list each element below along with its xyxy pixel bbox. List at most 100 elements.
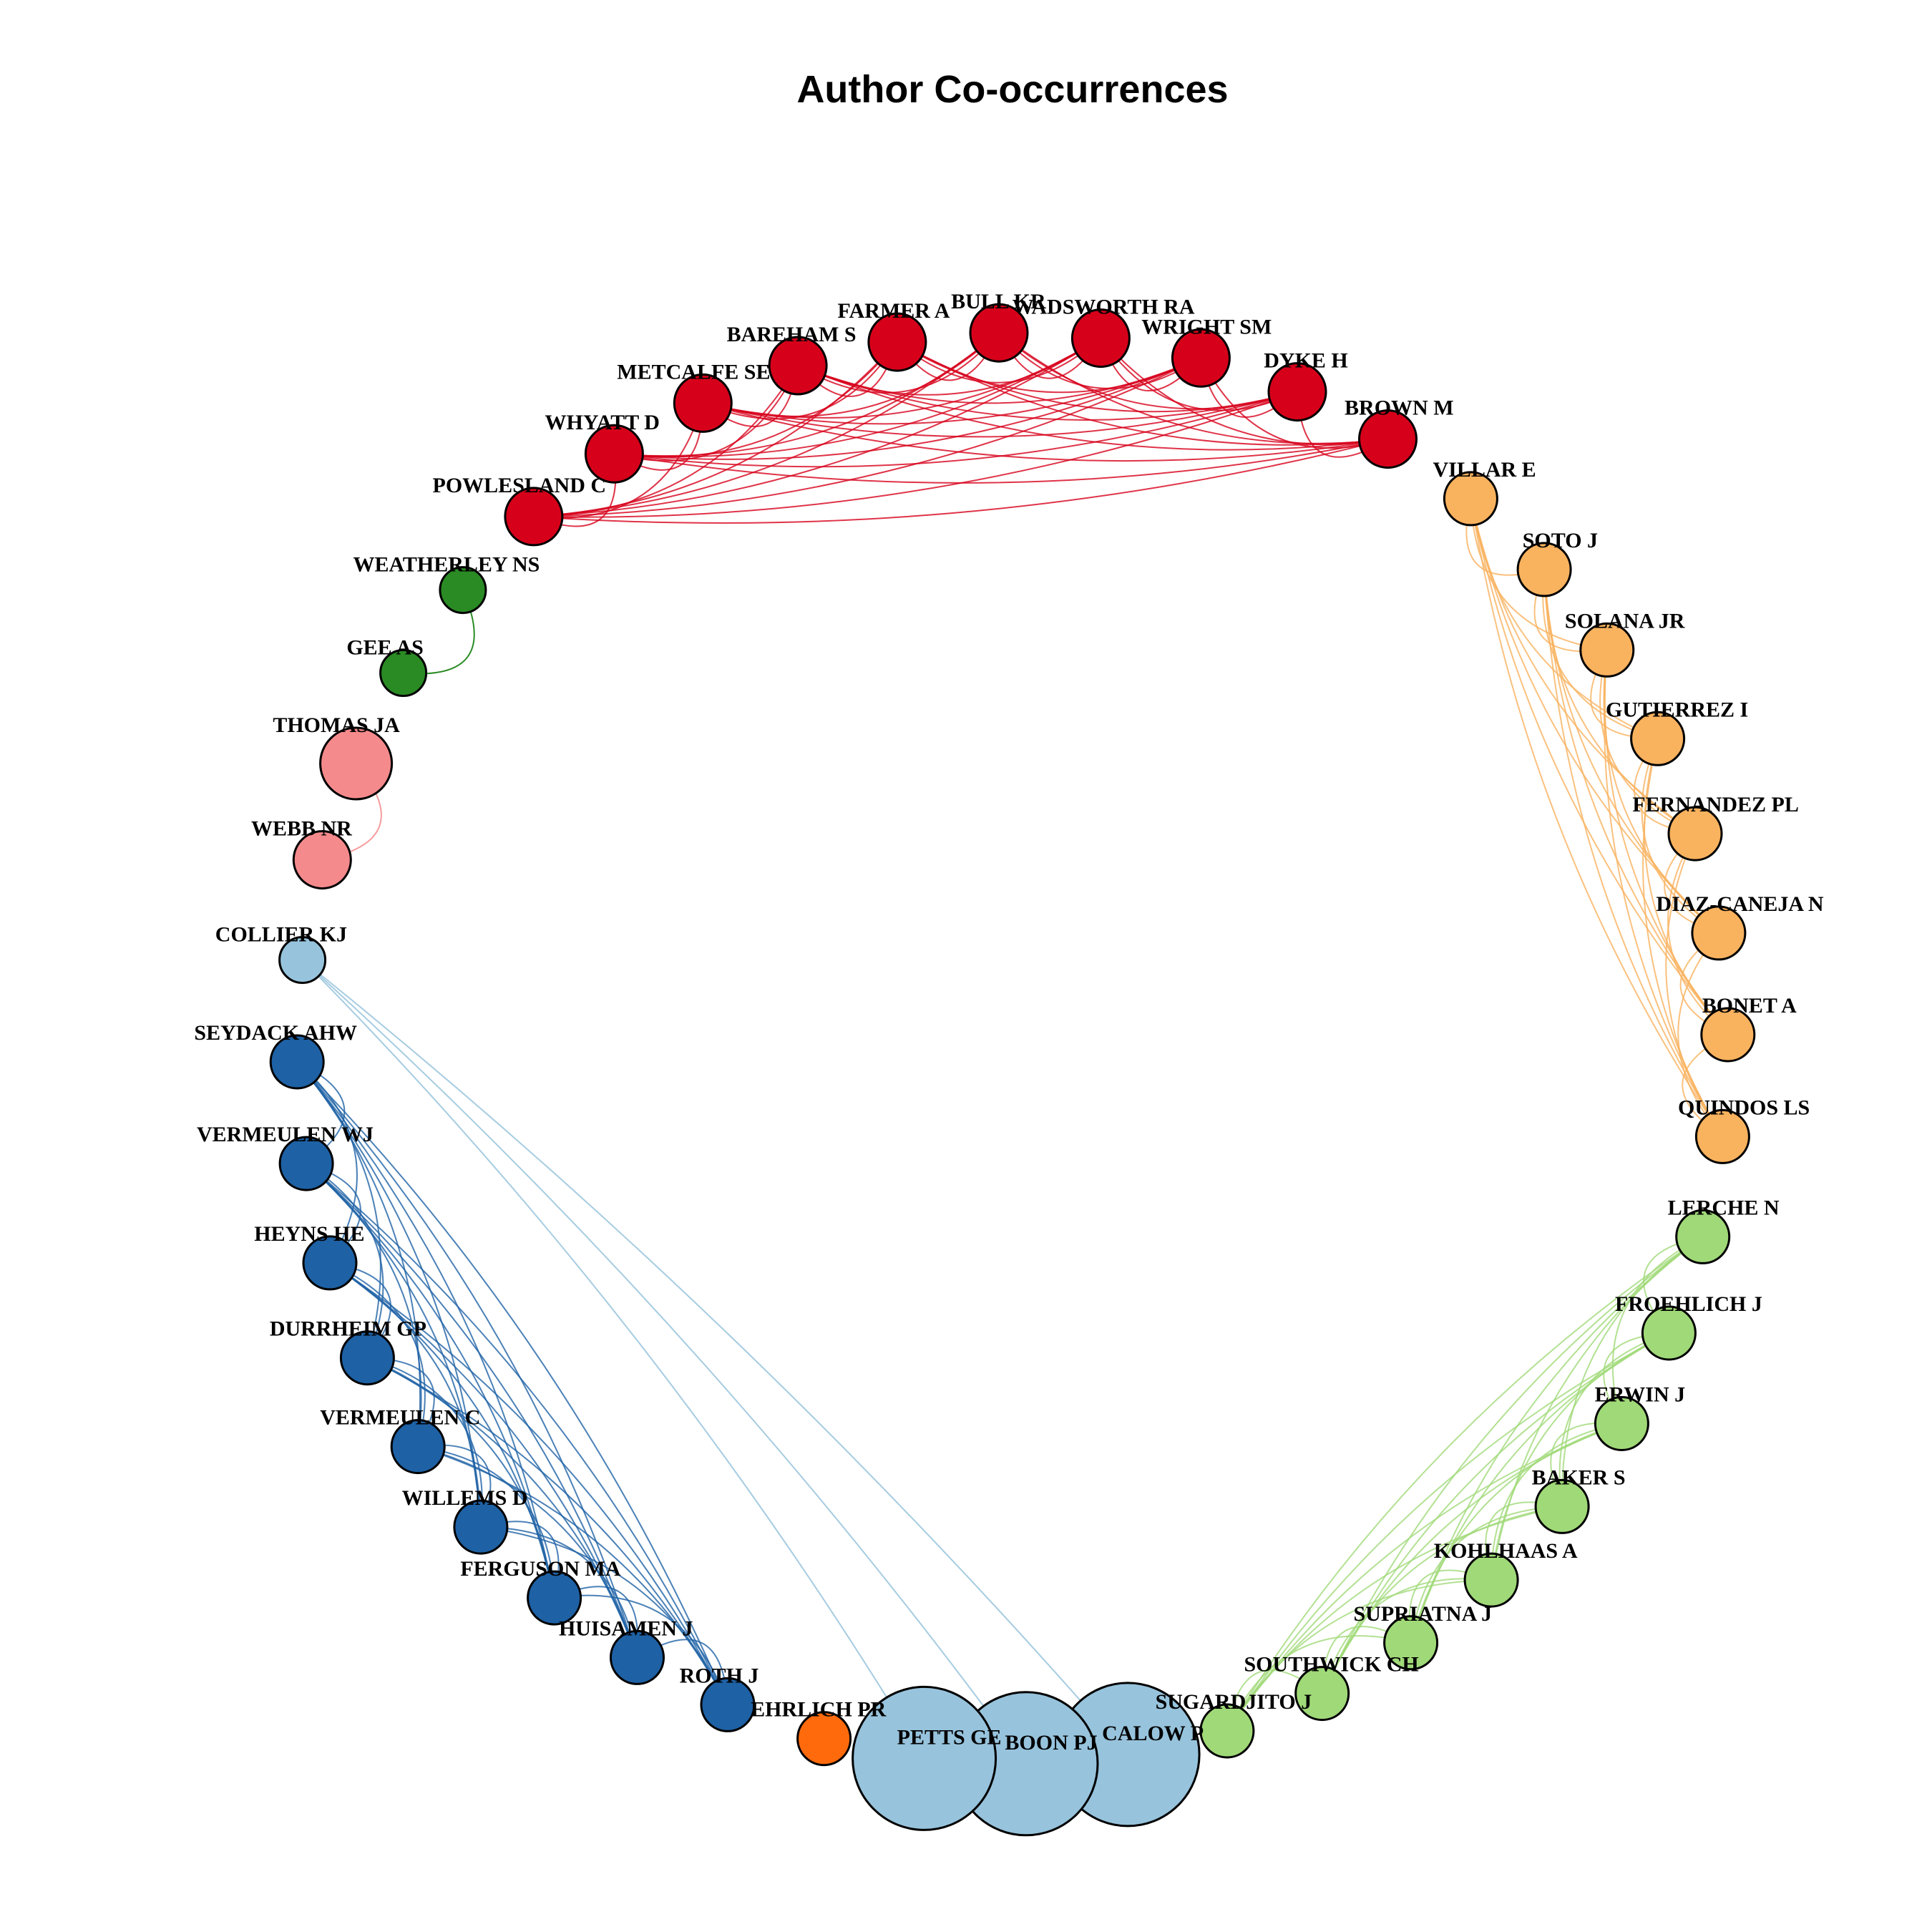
edge-durrheim-gp-to-vermeulen-wj bbox=[306, 1163, 384, 1359]
nodes-layer bbox=[269, 303, 1756, 1837]
node-brown-m[interactable] bbox=[1358, 409, 1418, 469]
edge-villar-e-to-bonet-a bbox=[1470, 498, 1729, 1035]
node-label-roth-j: ROTH J bbox=[680, 1664, 759, 1687]
node-label-kohlhaas-a: KOHLHAAS A bbox=[1434, 1539, 1578, 1563]
edge-metcalfe-se-to-brown-m bbox=[703, 402, 1388, 462]
node-ehrlich-pr[interactable] bbox=[796, 1711, 852, 1767]
node-petts-ge[interactable] bbox=[852, 1685, 997, 1831]
node-southwick-ch[interactable] bbox=[1294, 1666, 1350, 1722]
node-vermeulen-wj[interactable] bbox=[278, 1136, 334, 1191]
edge-huisamen-j-to-seydack-ahw bbox=[296, 1061, 638, 1658]
node-vermeulen-c[interactable] bbox=[390, 1419, 446, 1475]
node-durrheim-gp[interactable] bbox=[339, 1330, 395, 1386]
node-kohlhaas-a[interactable] bbox=[1463, 1552, 1519, 1608]
node-gutierrez-i[interactable] bbox=[1630, 711, 1686, 766]
labels-layer: POWLESLAND C WHYATT D METCALFE SE BAREHAM S… bbox=[194, 290, 1823, 1755]
edge-ferguson-ma-to-heyns-he bbox=[329, 1262, 555, 1599]
node-label-gutierrez-i: GUTIERREZ I bbox=[1606, 698, 1748, 721]
node-label-huisamen-j: HUISAMEN J bbox=[559, 1616, 693, 1640]
edge-baker-s-to-sugardjito-j bbox=[1226, 1506, 1563, 1732]
node-erwin-j[interactable] bbox=[1594, 1396, 1649, 1451]
node-roth-j[interactable] bbox=[700, 1677, 756, 1732]
node-froehlich-j[interactable] bbox=[1641, 1305, 1697, 1361]
edge-lerche-n-to-erwin-j bbox=[1611, 1236, 1704, 1424]
node-label-quindos-ls: QUINDOS LS bbox=[1678, 1096, 1810, 1119]
edge-diaz-caneja-n-to-quindos-ls bbox=[1677, 932, 1724, 1138]
edge-huisamen-j-to-willems-d bbox=[480, 1526, 638, 1658]
edge-vermeulen-c-to-heyns-he bbox=[329, 1262, 426, 1447]
node-label-diaz-caneja-n: DIAZ-CANEJA N bbox=[1656, 892, 1824, 916]
node-quindos-ls[interactable] bbox=[1694, 1108, 1750, 1164]
node-label-dyke-h: DYKE H bbox=[1264, 349, 1348, 373]
node-label-lerche-n: LERCHE N bbox=[1668, 1196, 1780, 1219]
node-label-bull-kr: BULL KR bbox=[951, 290, 1046, 313]
node-label-vermeulen-wj: VERMEULEN WJ bbox=[197, 1123, 374, 1146]
node-label-weatherley-ns: WEATHERLEY NS bbox=[353, 553, 540, 577]
node-willems-d[interactable] bbox=[453, 1499, 509, 1555]
node-heyns-he[interactable] bbox=[302, 1235, 358, 1291]
edge-farmer-a-to-wadsworth-ra bbox=[897, 337, 1102, 384]
node-collier-kj[interactable] bbox=[278, 936, 327, 985]
node-lerche-n[interactable] bbox=[1675, 1209, 1731, 1264]
node-label-fernandez-pl: FERNANDEZ PL bbox=[1632, 793, 1799, 816]
edge-gutierrez-i-to-bonet-a bbox=[1644, 738, 1729, 1035]
node-ferguson-ma[interactable] bbox=[527, 1570, 582, 1626]
edge-lerche-n-to-kohlhaas-a bbox=[1491, 1236, 1704, 1581]
node-label-bareham-s: BAREHAM S bbox=[727, 323, 857, 346]
node-solana-jr[interactable] bbox=[1579, 622, 1635, 678]
node-bonet-a[interactable] bbox=[1700, 1007, 1756, 1063]
node-label-wright-sm: WRIGHT SM bbox=[1141, 315, 1272, 338]
node-fernandez-pl[interactable] bbox=[1667, 806, 1723, 862]
node-whyatt-d[interactable] bbox=[584, 424, 644, 484]
node-farmer-a[interactable] bbox=[867, 312, 927, 372]
node-soto-j[interactable] bbox=[1516, 542, 1572, 597]
edge-gutierrez-i-to-diaz-caneja-n bbox=[1641, 738, 1719, 934]
edge-whyatt-d-to-wright-sm bbox=[614, 357, 1201, 460]
edge-wadsworth-ra-to-dyke-h bbox=[1100, 338, 1298, 411]
edge-wadsworth-ra-to-brown-m bbox=[1100, 337, 1388, 445]
node-seydack-ahw[interactable] bbox=[269, 1034, 325, 1090]
node-powlesland-c[interactable] bbox=[504, 487, 564, 547]
node-webb-nr[interactable] bbox=[292, 830, 352, 890]
node-wadsworth-ra[interactable] bbox=[1070, 308, 1131, 369]
node-label-petts-ge: PETTS GE bbox=[897, 1725, 1002, 1749]
node-dyke-h[interactable] bbox=[1267, 362, 1327, 422]
node-metcalfe-se[interactable] bbox=[673, 373, 733, 433]
node-gee-as[interactable] bbox=[379, 649, 428, 697]
node-supriatna-j[interactable] bbox=[1383, 1615, 1439, 1671]
node-diaz-caneja-n[interactable] bbox=[1691, 905, 1747, 961]
node-label-gee-as: GEE AS bbox=[346, 636, 424, 660]
edge-roth-j-to-seydack-ahw bbox=[296, 1061, 728, 1705]
edge-erwin-j-to-southwick-ch bbox=[1321, 1423, 1622, 1694]
node-bull-kr[interactable] bbox=[969, 303, 1029, 363]
node-label-soto-j: SOTO J bbox=[1523, 529, 1598, 552]
edge-bareham-s-to-bull-kr bbox=[797, 332, 1000, 394]
node-label-vermeulen-c: VERMEULEN C bbox=[320, 1406, 480, 1430]
node-thomas-ja[interactable] bbox=[319, 726, 394, 801]
node-villar-e[interactable] bbox=[1443, 471, 1498, 527]
edge-powlesland-c-to-dyke-h bbox=[533, 391, 1298, 518]
node-baker-s[interactable] bbox=[1534, 1478, 1590, 1534]
edge-lerche-n-to-southwick-ch bbox=[1321, 1236, 1704, 1694]
edge-villar-e-to-quindos-ls bbox=[1470, 498, 1724, 1137]
edge-roth-j-to-vermeulen-wj bbox=[306, 1163, 728, 1705]
node-wright-sm[interactable] bbox=[1171, 328, 1231, 388]
node-sugardjito-j[interactable] bbox=[1199, 1703, 1255, 1759]
node-bareham-s[interactable] bbox=[768, 336, 828, 396]
edge-fernandez-pl-to-quindos-ls bbox=[1665, 833, 1724, 1137]
node-huisamen-j[interactable] bbox=[610, 1629, 665, 1685]
edge-farmer-a-to-wright-sm bbox=[897, 341, 1201, 394]
node-label-sugardjito-j: SUGARDJITO J bbox=[1156, 1690, 1312, 1714]
edge-wright-sm-to-brown-m bbox=[1200, 357, 1388, 449]
node-label-ehrlich-pr: EHRLICH PR bbox=[751, 1698, 887, 1722]
edge-kohlhaas-a-to-sugardjito-j bbox=[1226, 1579, 1492, 1732]
node-label-farmer-a: FARMER A bbox=[838, 299, 950, 323]
edge-willems-d-to-durrheim-gp bbox=[367, 1357, 483, 1528]
edge-froehlich-j-to-sugardjito-j bbox=[1226, 1332, 1669, 1732]
edge-solana-jr-to-diaz-caneja-n bbox=[1603, 650, 1719, 934]
edge-bull-kr-to-wright-sm bbox=[998, 332, 1201, 389]
node-weatherley-ns[interactable] bbox=[439, 566, 487, 615]
node-label-powlesland-c: POWLESLAND C bbox=[433, 474, 607, 497]
node-label-metcalfe-se: METCALFE SE bbox=[617, 360, 770, 384]
